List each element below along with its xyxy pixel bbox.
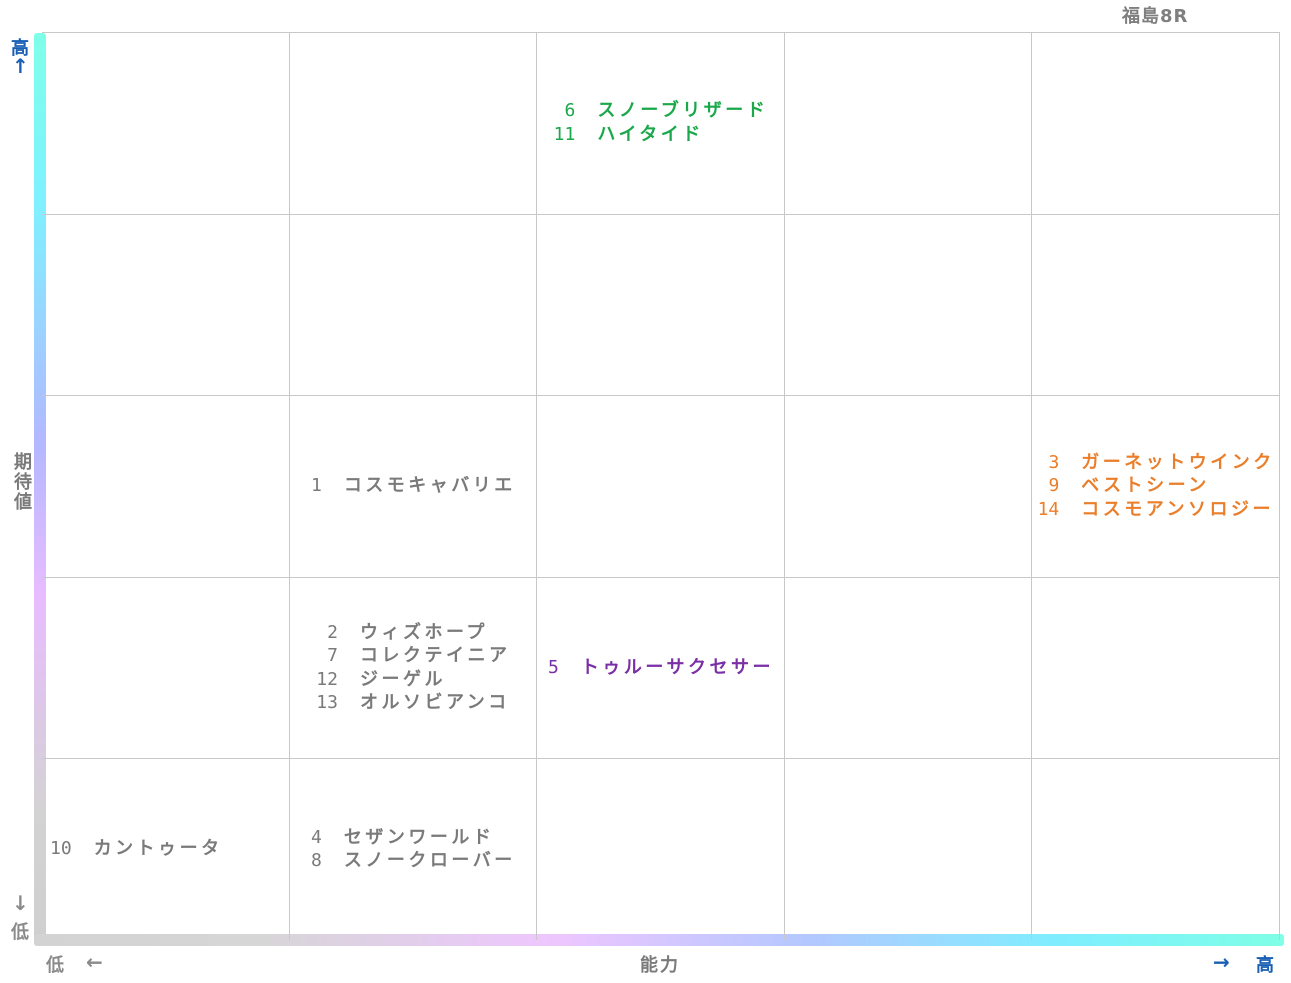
- horse-entry: 14 コスモアンソロジー: [1038, 498, 1275, 522]
- arrow-down-icon: ↓: [12, 891, 29, 915]
- horse-list: 10 カントゥータ: [50, 837, 223, 861]
- y-axis-label: 期待値: [11, 452, 32, 512]
- grid-line-vertical: [1031, 32, 1032, 940]
- x-axis-high-label: 高: [1256, 955, 1274, 976]
- horse-list: 5 トゥルーサクセサー: [548, 656, 774, 680]
- horse-name: トゥルーサクセサー: [580, 656, 774, 678]
- y-axis-low-label: 低: [11, 922, 29, 943]
- horse-name: ウィズホープ: [359, 621, 488, 643]
- horse-name: コスモアンソロジー: [1081, 498, 1275, 520]
- horse-entry: 1 コスモキャバリエ: [311, 474, 516, 498]
- horse-number: 7: [327, 645, 338, 667]
- grid-line-horizontal: [42, 395, 1280, 396]
- horse-number: 5: [547, 656, 559, 678]
- horse-name: ハイタイド: [597, 123, 704, 145]
- horse-entry: 8 スノークローバー: [311, 849, 516, 873]
- horse-number: 13: [316, 692, 338, 714]
- x-axis-label: 能力: [640, 955, 680, 976]
- matrix-grid: 6 スノーブリザード 11 ハイタイド 1 コスモキャバリエ 3 ガーネットウインク 9 ベストシ…: [42, 32, 1280, 940]
- horse-entry: 10 カントゥータ: [50, 837, 223, 861]
- horse-name: ジーゲル: [359, 668, 446, 690]
- grid-line-horizontal: [42, 758, 1280, 759]
- horse-entry: 11 ハイタイド: [554, 123, 769, 147]
- horse-number: 4: [311, 826, 322, 848]
- horse-name: ガーネットウインク: [1081, 451, 1275, 473]
- x-axis-bar: [34, 934, 1284, 946]
- grid-line-vertical: [784, 32, 785, 940]
- grid-line-horizontal: [42, 32, 1280, 33]
- horse-number: 8: [311, 850, 322, 872]
- horse-number: 11: [553, 123, 576, 145]
- horse-entry: 9 ベストシーン: [1038, 474, 1275, 498]
- horse-name: カントゥータ: [93, 838, 223, 860]
- horse-entry: 3 ガーネットウインク: [1038, 451, 1275, 475]
- horse-name: ベストシーン: [1081, 475, 1210, 497]
- horse-name: コスモキャバリエ: [343, 475, 516, 497]
- horse-entry: 12 ジーゲル: [316, 668, 510, 692]
- grid-line-horizontal: [42, 577, 1280, 578]
- horse-list: 1 コスモキャバリエ: [311, 474, 516, 498]
- horse-number: 3: [1048, 451, 1060, 473]
- horse-entry: 4 セザンワールド: [311, 826, 516, 850]
- horse-name: オルソビアンコ: [359, 692, 510, 714]
- horse-entry: 6 スノーブリザード: [554, 99, 769, 123]
- horse-number: 6: [564, 100, 576, 122]
- horse-number: 1: [310, 475, 322, 497]
- matrix-cell: 4 セザンワールド 8 スノークローバー: [290, 758, 538, 940]
- chart-title: 福島8R: [1122, 6, 1189, 27]
- horse-number: 12: [316, 668, 338, 690]
- horse-name: スノークローバー: [343, 850, 516, 872]
- matrix-cell: 5 トゥルーサクセサー: [537, 577, 785, 759]
- x-axis-low-label: 低: [46, 955, 64, 976]
- grid-line-vertical: [536, 32, 537, 940]
- horse-name: スノーブリザード: [597, 100, 769, 122]
- horse-list: 4 セザンワールド 8 スノークローバー: [311, 826, 516, 873]
- matrix-cell: 6 スノーブリザード 11 ハイタイド: [537, 32, 785, 214]
- horse-list: 6 スノーブリザード 11 ハイタイド: [554, 99, 769, 146]
- matrix-cell: 10 カントゥータ: [42, 758, 290, 940]
- arrow-right-icon: →: [1213, 950, 1230, 974]
- arrow-up-icon: ↑: [12, 54, 29, 78]
- horse-entry: 7 コレクテイニア: [316, 644, 510, 668]
- horse-number: 14: [1037, 498, 1060, 520]
- horse-number: 2: [327, 621, 338, 643]
- horse-entry: 13 オルソビアンコ: [316, 691, 510, 715]
- horse-entry: 2 ウィズホープ: [316, 621, 510, 645]
- horse-name: セザンワールド: [343, 826, 495, 848]
- grid-line-vertical: [289, 32, 290, 940]
- y-axis-high-label: 高: [11, 38, 29, 59]
- grid-line-vertical: [1279, 32, 1280, 940]
- horse-number: 10: [50, 838, 72, 860]
- horse-entry: 5 トゥルーサクセサー: [548, 656, 774, 680]
- y-axis-bar: [34, 33, 46, 941]
- matrix-cell: 2 ウィズホープ 7 コレクテイニア 12 ジーゲル 13 オルソビアンコ: [290, 577, 538, 759]
- matrix-cell: 1 コスモキャバリエ: [290, 395, 538, 577]
- arrow-left-icon: ←: [86, 950, 103, 974]
- horse-name: コレクテイニア: [359, 645, 511, 667]
- matrix-cell: 3 ガーネットウインク 9 ベストシーン 14 コスモアンソロジー: [1032, 395, 1280, 577]
- horse-number: 9: [1048, 475, 1060, 497]
- horse-list: 2 ウィズホープ 7 コレクテイニア 12 ジーゲル 13 オルソビアンコ: [316, 621, 510, 715]
- horse-list: 3 ガーネットウインク 9 ベストシーン 14 コスモアンソロジー: [1038, 451, 1275, 522]
- grid-line-horizontal: [42, 214, 1280, 215]
